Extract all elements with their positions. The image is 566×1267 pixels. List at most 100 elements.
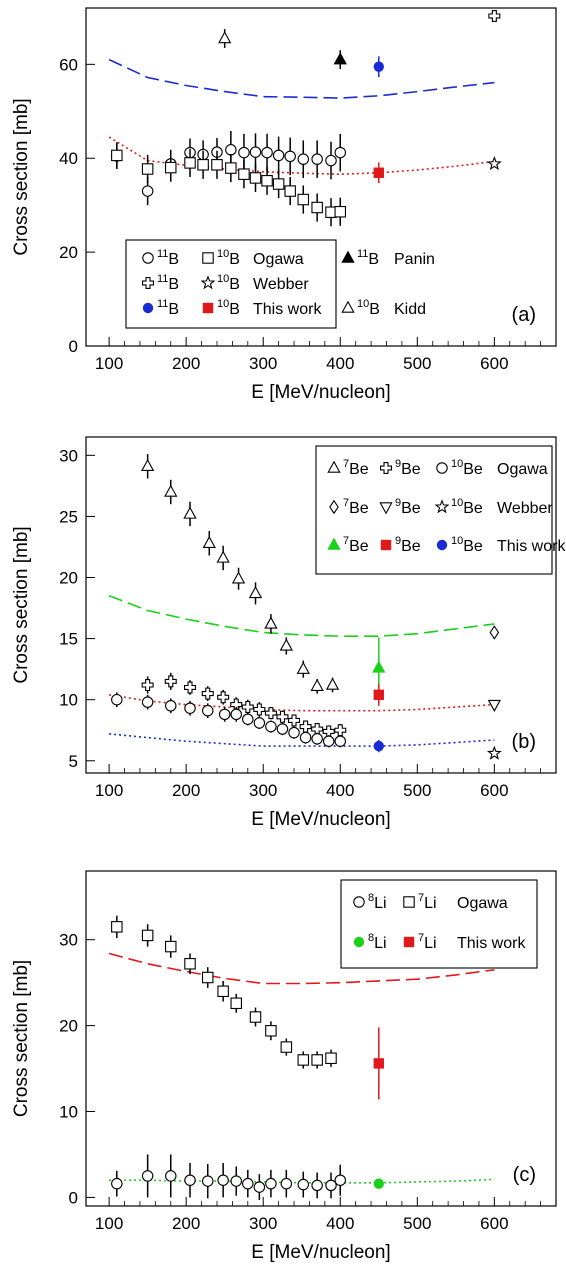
data-point-cross-open [276, 710, 289, 723]
y-tick-label: 0 [69, 1188, 78, 1207]
data-point-square-open [261, 175, 273, 187]
data-point-triangle-filled [333, 52, 347, 65]
data-point-square-open [238, 168, 250, 180]
data-point-circle-open [184, 702, 196, 714]
data-point-diamond-open [489, 625, 500, 640]
legend-marker-circle-open [353, 896, 365, 908]
legend-label: 7Li [418, 932, 437, 952]
y-axis-label: Cross section [mb] [11, 526, 32, 683]
y-tick-label: 20 [59, 243, 78, 262]
data-point-triangle-open [264, 616, 278, 629]
x-tick-label: 200 [172, 1214, 200, 1233]
data-point-square-open [284, 185, 296, 197]
data-point-circle-open [218, 708, 231, 721]
data-point-circle-open [253, 717, 266, 729]
legend-source-label: Kidd [394, 301, 426, 318]
data-point-square-red [373, 167, 384, 178]
data-point-circle-open [184, 1174, 196, 1186]
panel-b: 100 200 300 400 500 600 5 10 15 20 25 30 E [MeV/nucl… [11, 436, 566, 830]
legend-marker-square-red [403, 936, 415, 948]
legend-source-label: Panin [394, 251, 435, 268]
legend-label: 11B [157, 273, 179, 293]
data-point-circle-open [238, 146, 250, 159]
data-point-triangle-open [218, 31, 232, 44]
data-point-triangle-open [248, 586, 263, 599]
legend-marker-square-red [202, 302, 214, 314]
legend-box [340, 879, 538, 969]
legend-source-label: Webber [497, 500, 553, 517]
legend-label: 10Be [451, 497, 483, 517]
legend-label: 10B [357, 298, 380, 318]
data-point-square-open [165, 940, 177, 953]
x-tick-label: 100 [95, 1214, 123, 1233]
y-axis-label: Cross section [mb] [11, 98, 32, 255]
legend-marker-diamond-open [329, 499, 339, 515]
data-point-circle-open [284, 150, 296, 163]
data-point-triangle-open [164, 484, 178, 497]
legend-label: 11B [357, 248, 379, 268]
legend-source-label: Webber [253, 276, 309, 293]
legend-label: 9Be [395, 535, 421, 555]
x-tick-label: 500 [403, 1214, 431, 1233]
x-axis-label: E [MeV/nucleon] [251, 382, 390, 403]
legend-marker-square-open [403, 896, 415, 908]
legend-source-label: This work [457, 935, 526, 952]
legend-label: 7Be [343, 458, 369, 478]
legend-marker-star-open [200, 275, 216, 290]
y-tick-label: 20 [59, 569, 78, 588]
data-point-triangle-open [325, 677, 340, 690]
legend: 11B 10B Ogawa 11B Panin 11B 10B Webber 11B 10B Thi… [125, 239, 435, 329]
x-tick-label: 200 [172, 354, 200, 373]
legend: 7Be 9Be 10Be Ogawa 7Be 9Be 10Be Webber 7Be 9Be 10B… [315, 445, 566, 575]
legend-label: 7Be [343, 497, 369, 517]
legend-label: 10B [217, 248, 240, 268]
legend-marker-circle-open [436, 462, 448, 474]
data-point-circle-open [242, 1177, 254, 1190]
model-curve-dashed [108, 58, 495, 99]
data-point-square-open [311, 1054, 323, 1066]
legend-box [125, 239, 337, 329]
y-tick-label: 25 [59, 507, 78, 526]
data-point-square-open [334, 205, 347, 218]
data-point-square-open [272, 178, 285, 190]
data-point-square-open [184, 157, 196, 169]
y-tick-label: 10 [59, 691, 78, 710]
data-point-circle-open [325, 154, 337, 167]
legend-label: 8Li [368, 932, 387, 952]
legend-label: 7Li [418, 892, 437, 912]
data-point-square-open [265, 1025, 277, 1037]
data-point-cross-open [264, 707, 277, 720]
model-curve-dashed [108, 952, 495, 985]
legend-marker-star-open [434, 499, 450, 514]
y-tick-label: 40 [59, 149, 78, 168]
plot-frame [85, 436, 557, 774]
panel-a: 100 200 300 400 500 600 0 20 40 60 E [MeV/nucleon]… [11, 7, 557, 403]
data-point-square-open [297, 193, 310, 206]
data-point-triangle-open [140, 458, 155, 472]
data-point-square-open [230, 997, 242, 1010]
data-point-circle-open [334, 735, 347, 747]
y-axis-label: Cross section [mb] [11, 960, 32, 1117]
data-point-circle-open [217, 1174, 229, 1186]
data-point-star-open [486, 745, 502, 760]
legend-marker-triangle-green [327, 537, 341, 550]
legend-source-label: This work [253, 301, 322, 318]
data-point-square-open [165, 161, 177, 174]
legend-label: 10Be [451, 458, 483, 478]
data-point-cross-open [241, 701, 254, 714]
model-curve-dotted [108, 694, 495, 712]
data-point-square-red [373, 689, 384, 701]
data-point-circle-open [249, 146, 262, 158]
data-point-circle-open [230, 1175, 242, 1187]
data-point-circle-open [201, 704, 214, 717]
data-point-circle-open [334, 1174, 347, 1186]
data-point-triangle-open [279, 638, 293, 651]
data-point-circle-open [141, 185, 154, 197]
legend-marker-triangle-open [327, 460, 341, 473]
data-point-square-open [111, 149, 123, 162]
data-point-circle-open [299, 731, 312, 744]
data-point-circle-open [297, 153, 310, 165]
x-tick-label: 400 [326, 1214, 354, 1233]
x-axis-label: E [MeV/nucleon] [251, 809, 390, 830]
data-point-circle-open [225, 144, 237, 156]
